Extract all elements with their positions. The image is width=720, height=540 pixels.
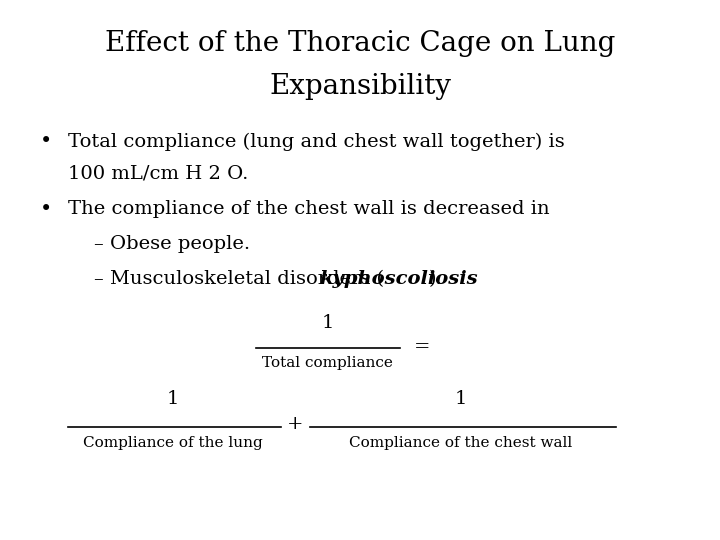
Text: 100 mL/cm H 2 O.: 100 mL/cm H 2 O. — [68, 165, 249, 183]
Text: Expansibility: Expansibility — [269, 73, 451, 100]
Text: •: • — [40, 200, 52, 219]
Text: 1: 1 — [166, 390, 179, 408]
Text: ).: ). — [429, 270, 443, 288]
Text: 1: 1 — [454, 390, 467, 408]
Text: 1: 1 — [321, 314, 334, 332]
Text: =: = — [414, 338, 431, 356]
Text: •: • — [40, 132, 52, 151]
Text: Compliance of the chest wall: Compliance of the chest wall — [349, 436, 572, 450]
Text: Total compliance: Total compliance — [262, 356, 393, 370]
Text: kyphoscoliosis: kyphoscoliosis — [320, 270, 478, 288]
Text: +: + — [287, 415, 303, 434]
Text: – Musculoskeletal disorders (: – Musculoskeletal disorders ( — [94, 270, 384, 288]
Text: Compliance of the lung: Compliance of the lung — [83, 436, 263, 450]
Text: – Obese people.: – Obese people. — [94, 235, 250, 253]
Text: Total compliance (lung and chest wall together) is: Total compliance (lung and chest wall to… — [68, 132, 565, 151]
Text: Effect of the Thoracic Cage on Lung: Effect of the Thoracic Cage on Lung — [105, 30, 615, 57]
Text: The compliance of the chest wall is decreased in: The compliance of the chest wall is decr… — [68, 200, 550, 218]
